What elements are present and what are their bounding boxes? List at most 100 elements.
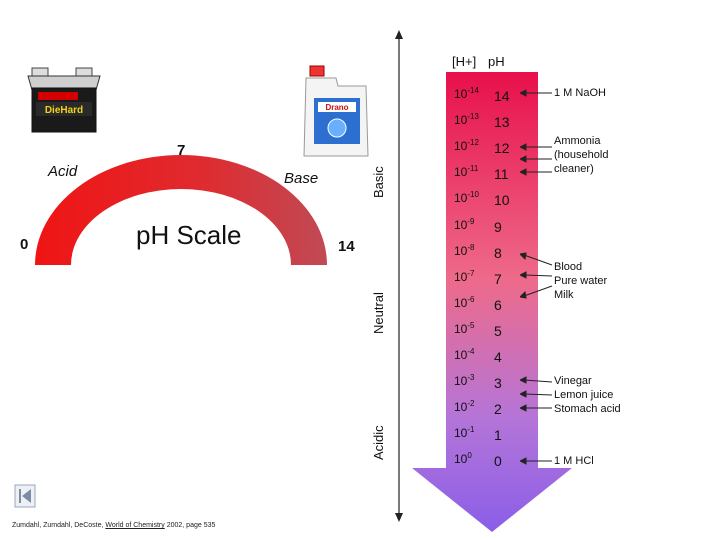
h-concentration-value: 10-8: [454, 243, 474, 258]
h-concentration-value: 10-10: [454, 190, 479, 205]
concentration-base: 10: [454, 191, 468, 206]
note-hcl: 1 M HCl: [554, 455, 594, 467]
ph-row: 10-7 7: [430, 269, 530, 289]
concentration-base: 10: [454, 139, 468, 154]
h-concentration-value: 10-7: [454, 269, 474, 284]
vertical-axis-line: [392, 30, 406, 522]
concentration-exponent: -14: [467, 86, 479, 95]
ph-row: 10-6 6: [430, 295, 530, 315]
concentration-base: 10: [454, 348, 468, 362]
concentration-base: 10: [454, 165, 468, 180]
concentration-base: 10: [454, 374, 468, 389]
ph-value: 5: [494, 322, 502, 339]
note-milk: Milk: [554, 289, 574, 301]
ph-scale-arc: [0, 0, 360, 300]
concentration-exponent: -11: [467, 164, 479, 174]
battery-image: DieHard: [24, 66, 104, 136]
h-concentration-value: 10-13: [454, 112, 479, 127]
svg-text:DieHard: DieHard: [45, 105, 83, 116]
concentration-exponent: -13: [467, 112, 479, 122]
ph-row: 10-12 12: [430, 138, 530, 158]
note-acids: Vinegar Lemon juice Stomach acid: [554, 374, 621, 416]
note-lemon-juice: Lemon juice: [554, 389, 614, 401]
concentration-base: 10: [454, 400, 468, 415]
note-naoh: 1 M NaOH: [554, 87, 606, 99]
ph-value: 6: [494, 296, 502, 313]
note-neutral: Blood Pure water Milk: [554, 260, 607, 302]
ph-value: 1: [494, 427, 502, 444]
h-concentration-value: 10-2: [454, 399, 474, 414]
h-concentration-value: 100: [454, 451, 472, 466]
ph-row: 10-13 13: [430, 112, 530, 132]
note-ammonia-line2: (household: [554, 149, 609, 161]
concentration-exponent: -12: [467, 138, 479, 148]
concentration-base: 10: [454, 269, 468, 284]
ph-row: 10-3 3: [430, 373, 530, 393]
h-concentration-value: 10-12: [454, 138, 479, 153]
ph-fourteen-label: 14: [338, 238, 355, 255]
ph-column-header: pH: [488, 54, 505, 69]
citation-rest: 2002, page 535: [164, 522, 216, 529]
acid-label: Acid: [48, 163, 78, 180]
concentration-exponent: -1: [467, 425, 475, 435]
citation-authors: Zumdahl, Zumdahl, DeCoste,: [12, 522, 106, 529]
concentration-exponent: -6: [467, 294, 475, 304]
h-concentration-value: 10-9: [454, 217, 474, 232]
ph-row: 10-11 11: [430, 164, 530, 184]
concentration-base: 10: [454, 217, 468, 232]
note-stomach-acid: Stomach acid: [554, 403, 621, 415]
ph-row: 10-10 10: [430, 190, 530, 210]
concentration-base: 10: [454, 321, 468, 336]
concentration-base: 10: [454, 243, 468, 258]
ph-scale-title: pH Scale: [136, 220, 242, 250]
note-ammonia-line3: cleaner): [554, 163, 594, 175]
h-concentration-value: 10-6: [454, 295, 474, 310]
first-slide-button[interactable]: [14, 484, 36, 508]
concentration-exponent: -10: [467, 190, 479, 200]
ph-row: 10-9 9: [430, 217, 530, 237]
base-label: Base: [284, 170, 319, 187]
ph-value: 13: [494, 114, 510, 131]
acidic-region-label: Acidic: [371, 425, 386, 460]
concentration-base: 10: [454, 452, 468, 467]
note-pure-water: Pure water: [554, 275, 608, 287]
ph-seven-label: 7: [177, 142, 186, 159]
basic-region-label: Basic: [371, 166, 386, 198]
ph-value: 3: [494, 375, 502, 392]
ph-value: 8: [494, 244, 502, 261]
note-blood: Blood: [554, 261, 583, 273]
ph-value: 0: [494, 453, 502, 470]
concentration-exponent: -2: [467, 399, 475, 409]
ph-row: 10-4 4: [430, 347, 530, 367]
h-concentration-value: 10-3: [454, 373, 474, 388]
note-vinegar: Vinegar: [554, 375, 592, 387]
concentration-exponent: -8: [467, 242, 475, 252]
h-concentration-value: 10-1: [454, 425, 474, 440]
concentration-exponent: -7: [467, 268, 475, 278]
ph-row: 10-2 2: [430, 399, 530, 419]
citation: Zumdahl, Zumdahl, DeCoste, World of Chem…: [12, 522, 215, 529]
ph-value: 9: [494, 218, 502, 235]
ph-zero-label: 0: [20, 236, 29, 253]
concentration-base: 10: [454, 113, 468, 128]
concentration-exponent: 0: [467, 451, 472, 461]
citation-book: World of Chemistry: [105, 522, 165, 529]
ph-gradient-arrow: [412, 72, 572, 532]
concentration-exponent: -5: [467, 320, 475, 330]
concentration-base: 10: [454, 426, 468, 441]
drano-bottle-image: Drano: [300, 64, 372, 160]
ph-value: 7: [494, 270, 502, 287]
h-concentration-value: 10-11: [454, 164, 478, 179]
ph-value: 10: [494, 192, 510, 209]
svg-text:Drano: Drano: [325, 103, 348, 112]
ph-row: 10-1 1: [430, 425, 530, 445]
ph-row: 100 0: [430, 451, 530, 471]
concentration-exponent: -4: [467, 347, 475, 356]
ph-value: 4: [494, 349, 502, 365]
pointer-arrows: [518, 80, 560, 480]
ph-value: 12: [494, 140, 510, 157]
ph-row: 10-8 8: [430, 243, 530, 263]
h-concentration-value: 10-14: [454, 86, 479, 101]
concentration-base: 10: [454, 295, 468, 310]
ph-row: 10-5 5: [430, 321, 530, 341]
